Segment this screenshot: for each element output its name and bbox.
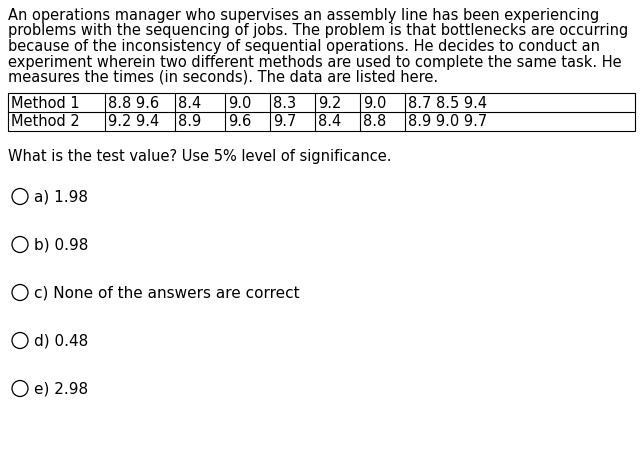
Text: 9.0: 9.0 (363, 95, 387, 110)
Text: 8.4: 8.4 (318, 114, 341, 129)
Text: 8.9 9.0 9.7: 8.9 9.0 9.7 (408, 114, 487, 129)
Text: a) 1.98: a) 1.98 (34, 190, 88, 205)
Text: 8.9: 8.9 (178, 114, 201, 129)
Text: 8.8 9.6: 8.8 9.6 (108, 95, 159, 110)
Text: problems with the sequencing of jobs. The problem is that bottlenecks are occurr: problems with the sequencing of jobs. Th… (8, 24, 628, 38)
Text: 8.3: 8.3 (273, 95, 296, 110)
Text: Method 1: Method 1 (11, 95, 79, 110)
Text: because of the inconsistency of sequential operations. He decides to conduct an: because of the inconsistency of sequenti… (8, 39, 600, 54)
Text: 8.8: 8.8 (363, 114, 387, 129)
Text: 9.2 9.4: 9.2 9.4 (108, 114, 159, 129)
Text: 9.2: 9.2 (318, 95, 342, 110)
Text: What is the test value? Use 5% level of significance.: What is the test value? Use 5% level of … (8, 149, 392, 164)
Text: 8.7 8.5 9.4: 8.7 8.5 9.4 (408, 95, 487, 110)
Text: experiment wherein two different methods are used to complete the same task. He: experiment wherein two different methods… (8, 55, 622, 69)
Text: An operations manager who supervises an assembly line has been experiencing: An operations manager who supervises an … (8, 8, 599, 23)
Text: c) None of the answers are correct: c) None of the answers are correct (34, 285, 299, 300)
Text: 9.0: 9.0 (228, 95, 251, 110)
Text: e) 2.98: e) 2.98 (34, 381, 88, 396)
Text: 8.4: 8.4 (178, 95, 201, 110)
Text: measures the times (in seconds). The data are listed here.: measures the times (in seconds). The dat… (8, 70, 438, 85)
Bar (8, 93, 635, 131)
Text: 9.6: 9.6 (228, 114, 251, 129)
Text: d) 0.48: d) 0.48 (34, 333, 88, 348)
Text: b) 0.98: b) 0.98 (34, 238, 88, 253)
Text: 9.7: 9.7 (273, 114, 296, 129)
Text: Method 2: Method 2 (11, 114, 79, 129)
